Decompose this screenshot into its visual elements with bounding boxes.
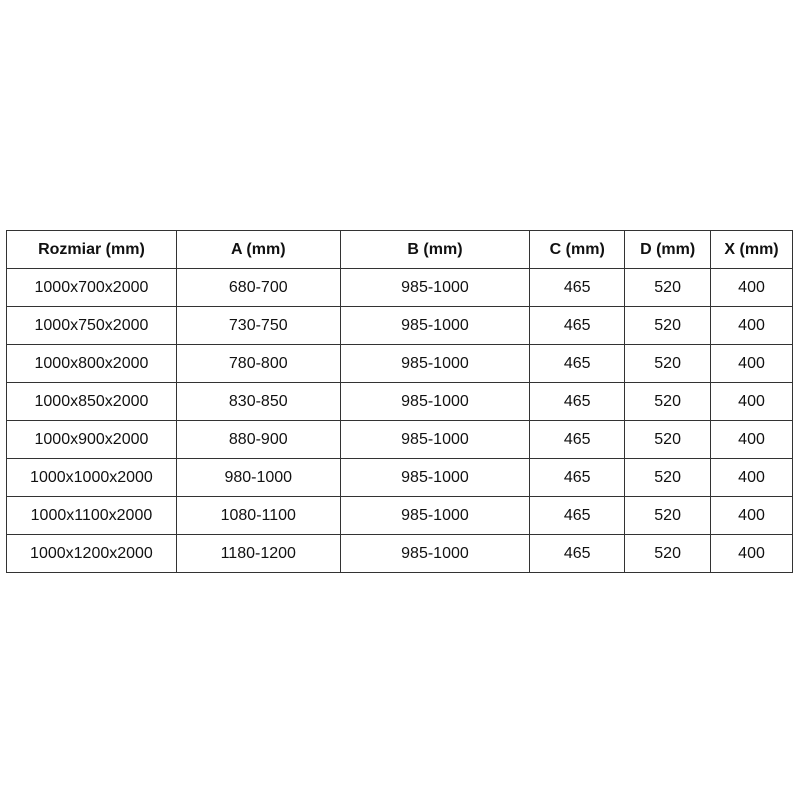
column-header: D (mm): [624, 230, 712, 269]
table-row: 1000x800x2000 780-800 985-1000 465 520 400: [6, 344, 793, 383]
table-cell: 1000x850x2000: [6, 382, 177, 421]
column-header: C (mm): [529, 230, 626, 269]
table-cell: 400: [710, 344, 793, 383]
table-header-row: Rozmiar (mm) A (mm) B (mm) C (mm) D (mm) X (m…: [6, 230, 793, 269]
table-row: 1000x1100x2000 1080-1100 985-1000 465 520 400: [6, 496, 793, 535]
table-cell: 1000x1000x2000: [6, 458, 177, 497]
column-header: X (mm): [710, 230, 793, 269]
table-cell: 985-1000: [339, 534, 531, 573]
table-cell: 1000x800x2000: [6, 344, 177, 383]
table-cell: 1080-1100: [175, 496, 341, 535]
column-header: B (mm): [339, 230, 531, 269]
table-row: 1000x750x2000 730-750 985-1000 465 520 400: [6, 306, 793, 345]
table-cell: 465: [529, 458, 626, 497]
table-cell: 680-700: [175, 268, 341, 307]
table-cell: 880-900: [175, 420, 341, 459]
table-cell: 520: [624, 496, 712, 535]
table-cell: 985-1000: [339, 496, 531, 535]
table-cell: 520: [624, 458, 712, 497]
table-cell: 985-1000: [339, 458, 531, 497]
table-cell: 985-1000: [339, 382, 531, 421]
table-cell: 400: [710, 420, 793, 459]
table-row: 1000x850x2000 830-850 985-1000 465 520 400: [6, 382, 793, 421]
table-cell: 520: [624, 420, 712, 459]
table-row: 1000x900x2000 880-900 985-1000 465 520 400: [6, 420, 793, 459]
table-cell: 465: [529, 344, 626, 383]
table-cell: 1000x1100x2000: [6, 496, 177, 535]
dimensions-table: Rozmiar (mm) A (mm) B (mm) C (mm) D (mm) X (m…: [6, 230, 793, 573]
table-cell: 985-1000: [339, 268, 531, 307]
column-header: Rozmiar (mm): [6, 230, 177, 269]
table-row: 1000x1200x2000 1180-1200 985-1000 465 520 400: [6, 534, 793, 573]
table-cell: 780-800: [175, 344, 341, 383]
table-cell: 1000x700x2000: [6, 268, 177, 307]
table-cell: 520: [624, 306, 712, 345]
table-cell: 400: [710, 268, 793, 307]
table-cell: 465: [529, 420, 626, 459]
table-cell: 400: [710, 306, 793, 345]
table-cell: 465: [529, 306, 626, 345]
table-cell: 465: [529, 534, 626, 573]
table-cell: 730-750: [175, 306, 341, 345]
table-cell: 520: [624, 268, 712, 307]
table-cell: 1180-1200: [175, 534, 341, 573]
table-cell: 400: [710, 382, 793, 421]
table-cell: 465: [529, 496, 626, 535]
table-cell: 980-1000: [175, 458, 341, 497]
table-cell: 985-1000: [339, 306, 531, 345]
table-cell: 520: [624, 344, 712, 383]
table-row: 1000x1000x2000 980-1000 985-1000 465 520 400: [6, 458, 793, 497]
table-cell: 465: [529, 382, 626, 421]
table-cell: 985-1000: [339, 344, 531, 383]
table-cell: 400: [710, 496, 793, 535]
table-cell: 985-1000: [339, 420, 531, 459]
table-cell: 400: [710, 534, 793, 573]
table-cell: 400: [710, 458, 793, 497]
table-cell: 465: [529, 268, 626, 307]
table-cell: 830-850: [175, 382, 341, 421]
table-cell: 1000x900x2000: [6, 420, 177, 459]
table-cell: 520: [624, 534, 712, 573]
table-cell: 520: [624, 382, 712, 421]
table-cell: 1000x750x2000: [6, 306, 177, 345]
table-row: 1000x700x2000 680-700 985-1000 465 520 400: [6, 268, 793, 307]
column-header: A (mm): [175, 230, 341, 269]
table-cell: 1000x1200x2000: [6, 534, 177, 573]
